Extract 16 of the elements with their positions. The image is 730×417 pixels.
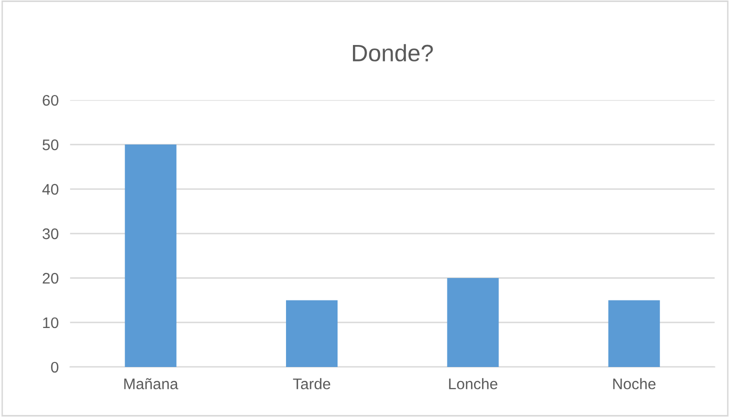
y-tick-label: 60 xyxy=(42,94,58,106)
x-tick-label: Noche xyxy=(613,378,656,390)
x-tick-label: Tarde xyxy=(293,378,330,390)
bar xyxy=(124,144,176,367)
bar xyxy=(286,300,338,367)
bar xyxy=(447,278,499,367)
y-tick-label: 10 xyxy=(43,317,58,328)
y-tick-label: 30 xyxy=(42,228,58,240)
y-tick-label: 20 xyxy=(42,272,58,284)
chart-title: Donde? xyxy=(352,44,433,62)
y-tick-label: 40 xyxy=(42,184,58,195)
y-tick-label: 50 xyxy=(42,139,58,150)
y-tick-label: 0 xyxy=(51,362,58,373)
x-tick-label: Lonche xyxy=(449,378,498,390)
bar xyxy=(608,300,660,367)
x-tick-label: Mañana xyxy=(124,378,178,390)
